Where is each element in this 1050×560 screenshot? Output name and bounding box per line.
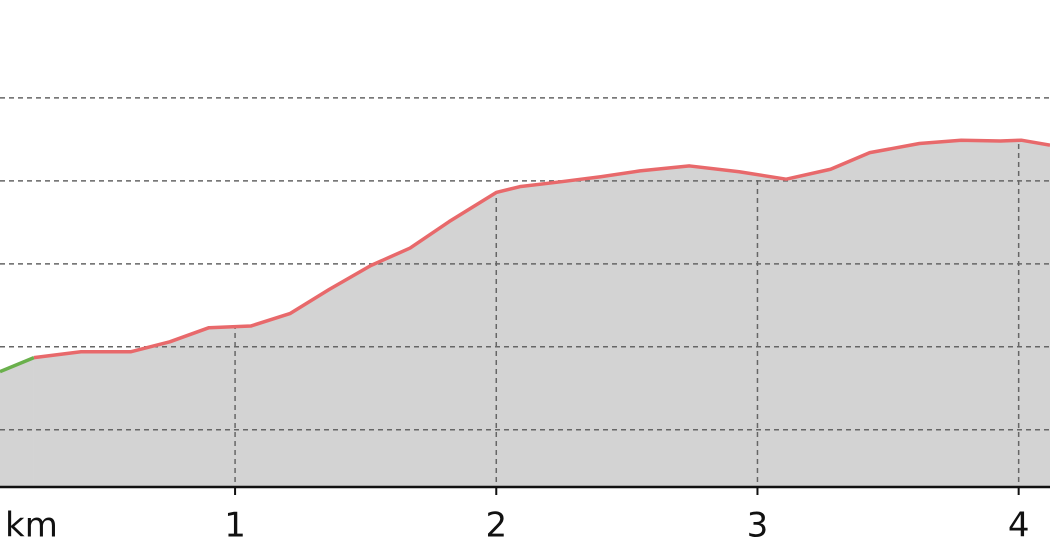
x-tick-label: 1 [224,506,246,546]
x-axis-label: km [5,506,58,546]
x-tick-label: 4 [1008,506,1030,546]
elevation-area [33,140,1050,487]
x-tick-label: 2 [485,506,507,546]
elevation-line [0,355,35,374]
elevation-line [33,138,1050,360]
x-tick-label: 3 [747,506,769,546]
elevation-area [0,357,34,487]
